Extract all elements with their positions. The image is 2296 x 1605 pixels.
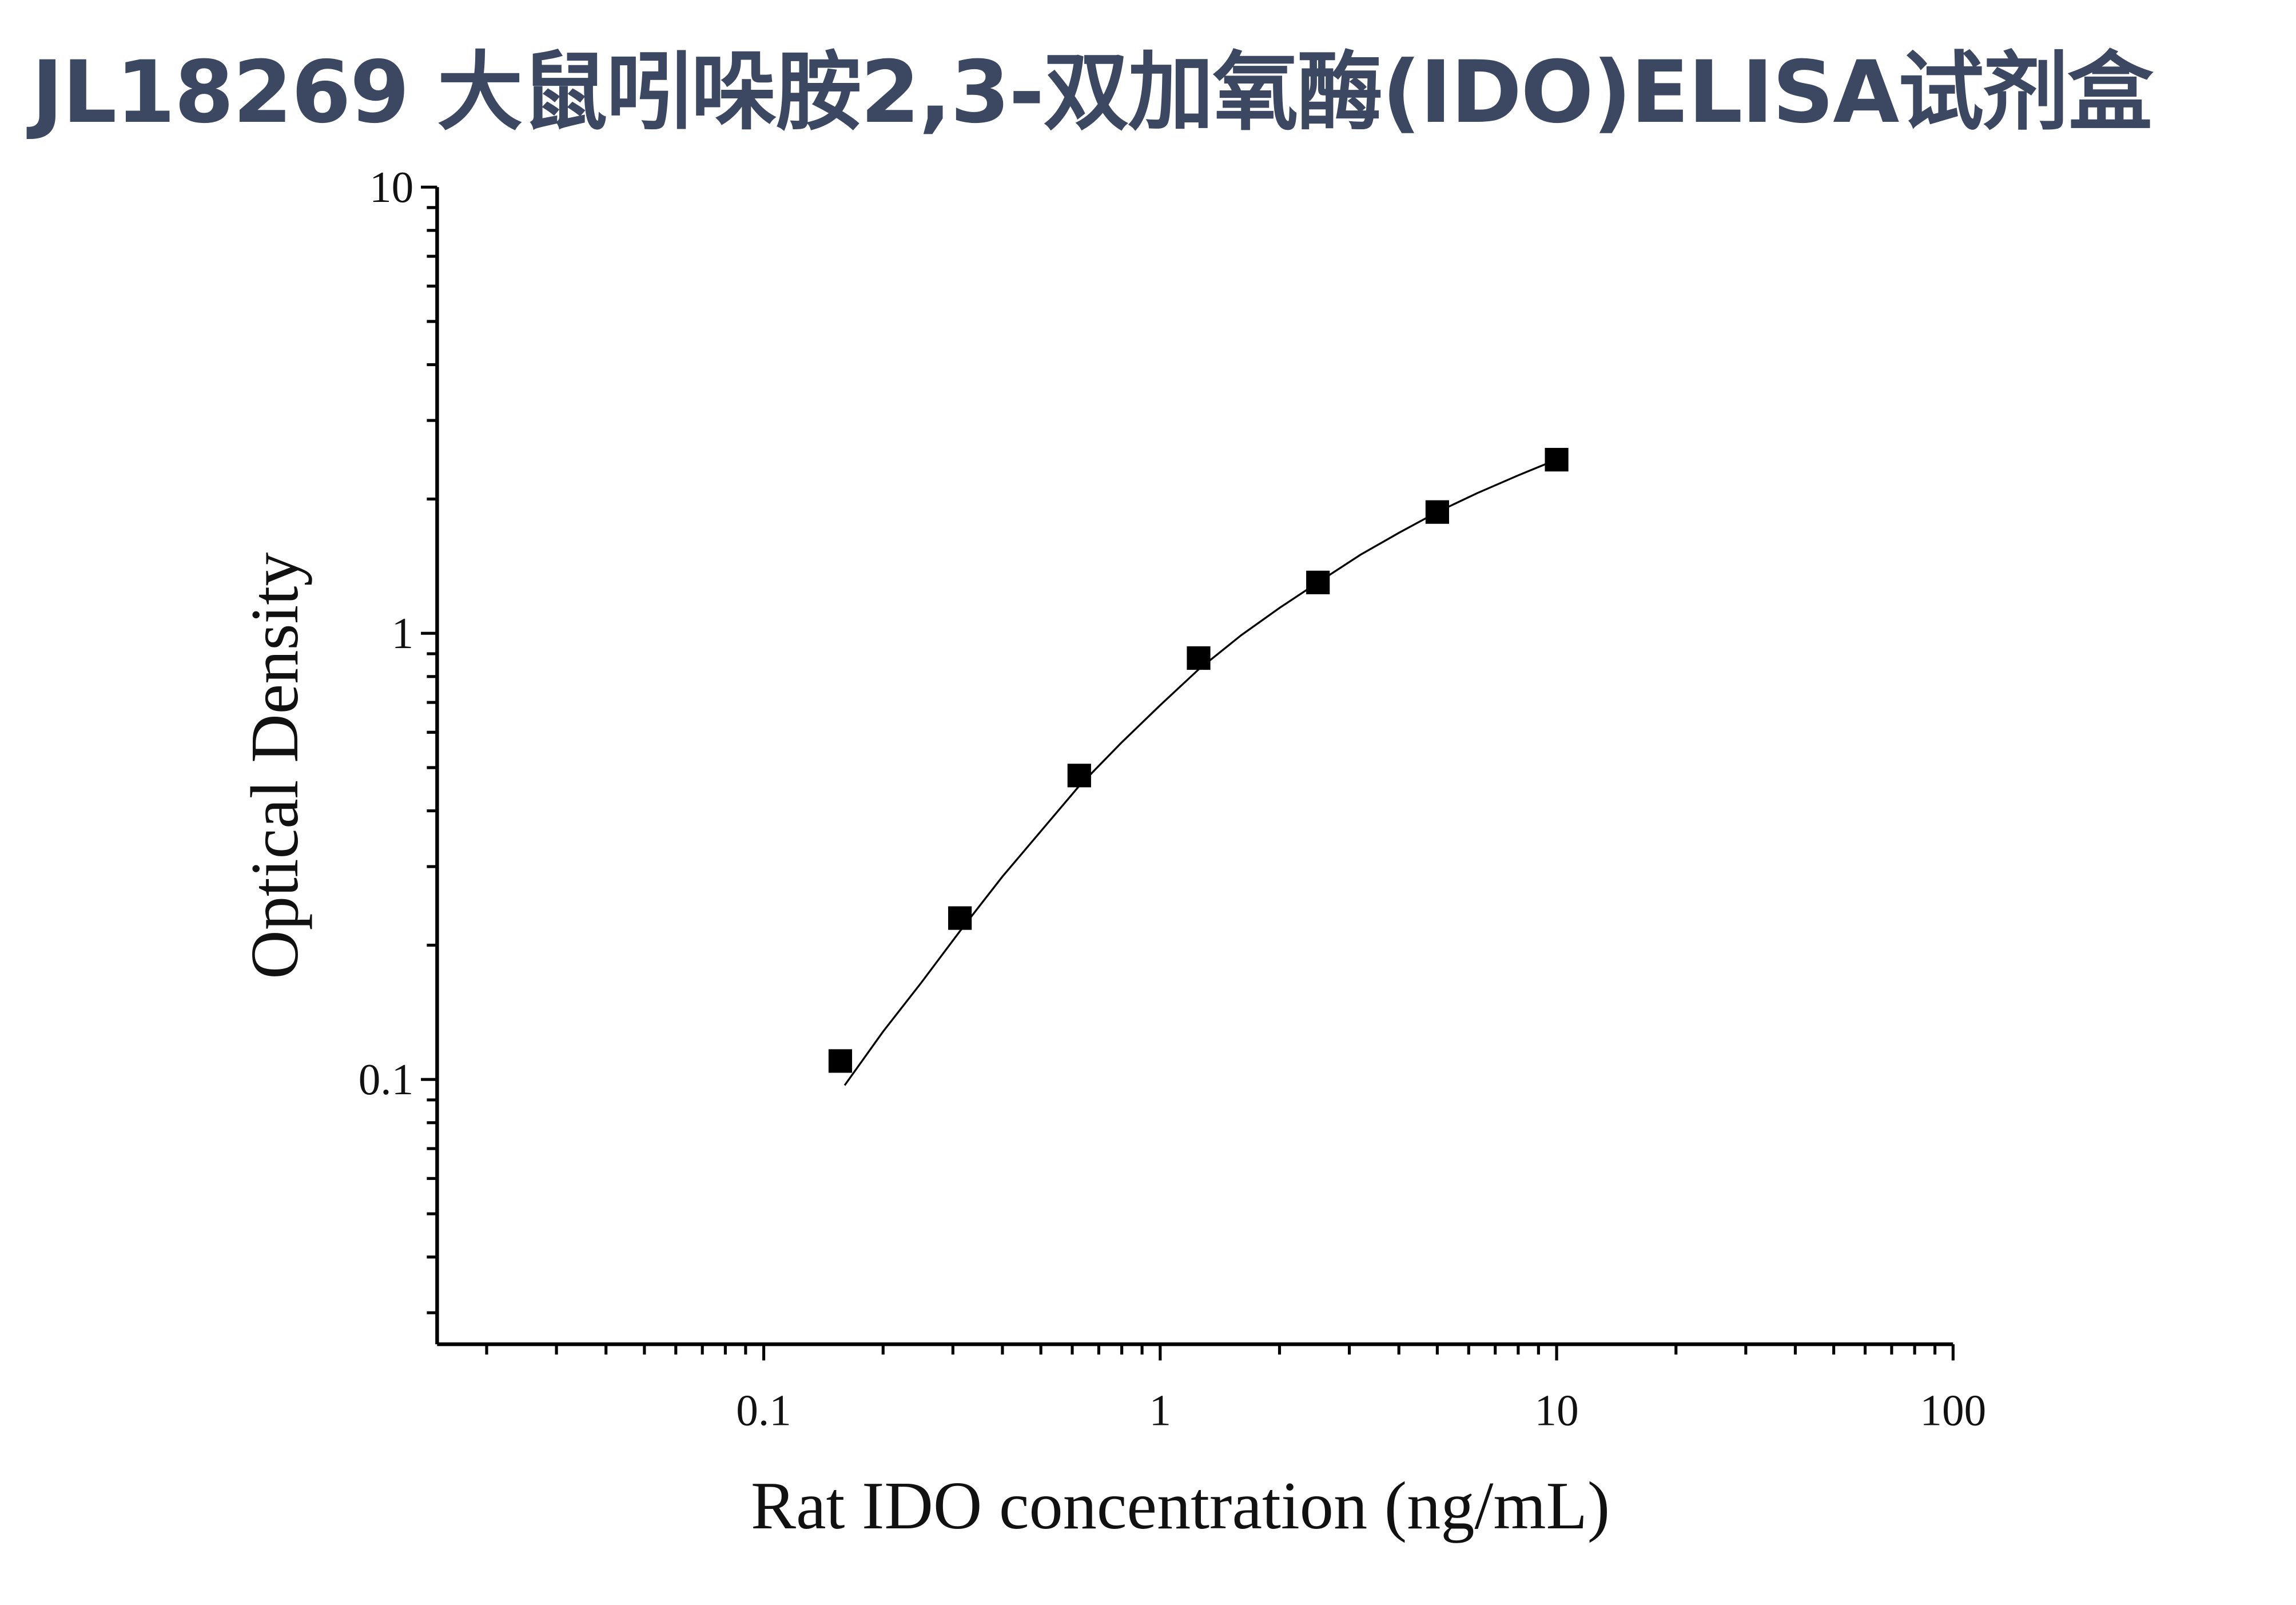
data-point xyxy=(1067,764,1091,788)
data-point xyxy=(828,1049,853,1073)
fit-curve xyxy=(843,459,1557,1086)
data-point xyxy=(948,906,972,930)
data-points xyxy=(828,448,1569,1073)
ticks: 0.1 1 10 100 0.1 1 10 xyxy=(359,162,1987,1435)
data-point xyxy=(1306,570,1330,594)
y-tick-label: 1 xyxy=(392,609,414,658)
data-point xyxy=(1187,646,1211,670)
data-point xyxy=(1545,448,1569,472)
x-tick-label: 0.1 xyxy=(736,1386,791,1435)
x-tick-label: 10 xyxy=(1534,1386,1578,1435)
x-tick-label: 1 xyxy=(1149,1386,1172,1435)
axes xyxy=(435,187,1953,1346)
fit-curve-group xyxy=(843,459,1557,1086)
x-tick-label: 100 xyxy=(1920,1386,1986,1435)
data-point xyxy=(1425,500,1449,524)
y-axis-title: Optical Density xyxy=(237,553,312,979)
y-tick-label: 0.1 xyxy=(359,1055,414,1104)
x-axis-title: Rat IDO concentration (ng/mL) xyxy=(751,1468,1610,1543)
y-tick-label: 10 xyxy=(369,162,413,212)
chart-title: JL18269 大鼠吲哚胺2,3-双加氧酶(IDO)ELISA试剂盒 xyxy=(31,43,2153,142)
